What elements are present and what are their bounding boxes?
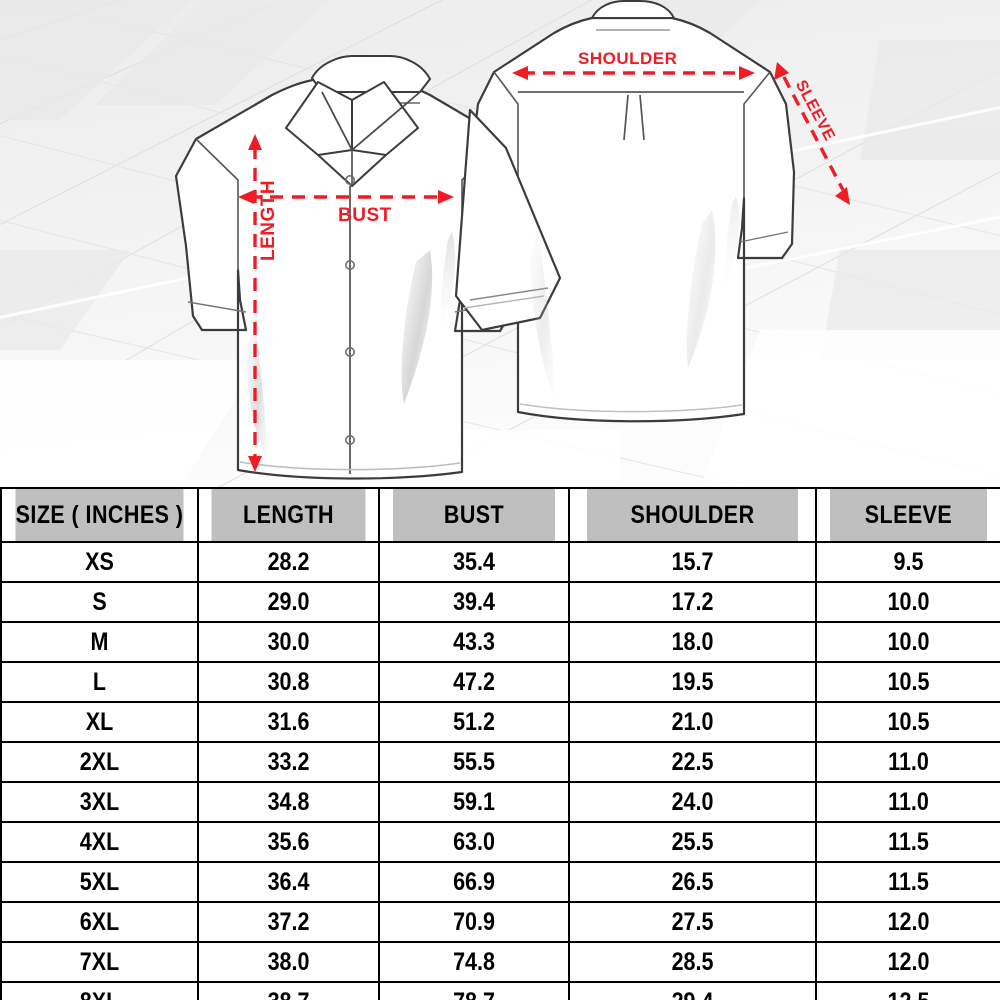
cell-measurement: 63.0 [391, 821, 557, 863]
cell-size: L [13, 661, 186, 703]
cell-measurement: 51.2 [391, 701, 557, 743]
column-header-bust: BUST [391, 487, 557, 543]
shirt-back-outline [454, 0, 796, 423]
cell-measurement: 10.5 [828, 661, 989, 703]
table-row: 4XL 35.6 63.0 25.5 11.5 [1, 821, 1000, 863]
cell-measurement: 25.5 [585, 821, 800, 863]
cell-measurement: 74.8 [391, 941, 557, 983]
column-header-length: LENGTH [209, 487, 368, 543]
sleeve-arrow [774, 62, 850, 205]
cell-measurement: 59.1 [391, 781, 557, 823]
table-row: L 30.8 47.2 19.5 10.5 [1, 661, 1000, 703]
cell-measurement: 24.0 [585, 781, 800, 823]
cell-measurement: 10.0 [828, 581, 989, 623]
cell-size: 4XL [13, 821, 186, 863]
cell-measurement: 38.7 [209, 981, 368, 1000]
cell-measurement: 11.5 [828, 861, 989, 903]
shirt-front-outline [174, 55, 526, 480]
cell-measurement: 9.5 [828, 541, 989, 583]
cell-measurement: 11.0 [828, 741, 989, 783]
cell-measurement: 55.5 [391, 741, 557, 783]
cell-measurement: 21.0 [585, 701, 800, 743]
cell-measurement: 78.7 [391, 981, 557, 1000]
length-label: LENGTH [258, 179, 279, 261]
cell-measurement: 66.9 [391, 861, 557, 903]
table-row: XS 28.2 35.4 15.7 9.5 [1, 541, 1000, 583]
table-row: XL 31.6 51.2 21.0 10.5 [1, 701, 1000, 743]
cell-measurement: 10.5 [828, 701, 989, 743]
cell-measurement: 35.6 [209, 821, 368, 863]
cell-measurement: 36.4 [209, 861, 368, 903]
garment-illustration: BUST LENGTH SHOULDER SLEEVE [0, 0, 1000, 487]
cell-measurement: 17.2 [585, 581, 800, 623]
button [344, 175, 355, 445]
column-header-size: SIZE ( INCHES ) [13, 487, 186, 543]
table-row: 3XL 34.8 59.1 24.0 11.0 [1, 781, 1000, 823]
cell-size: 2XL [13, 741, 186, 783]
table-row: 6XL 37.2 70.9 27.5 12.0 [1, 901, 1000, 943]
cell-measurement: 38.0 [209, 941, 368, 983]
cell-measurement: 35.4 [391, 541, 557, 583]
cell-measurement: 70.9 [391, 901, 557, 943]
cell-measurement: 11.5 [828, 821, 989, 863]
cell-size: 5XL [13, 861, 186, 903]
table-header-row: SIZE ( INCHES ) LENGTH BUST SHOULDER SLE… [1, 487, 1000, 543]
cell-measurement: 47.2 [391, 661, 557, 703]
shoulder-label: SHOULDER [578, 49, 678, 68]
cell-size: 6XL [13, 901, 186, 943]
cell-measurement: 22.5 [585, 741, 800, 783]
cell-measurement: 33.2 [209, 741, 368, 783]
cell-measurement: 30.0 [209, 621, 368, 663]
length-arrow [248, 134, 262, 472]
table-row: 5XL 36.4 66.9 26.5 11.5 [1, 861, 1000, 903]
cell-size: 8XL [13, 981, 186, 1000]
table-header: SIZE ( INCHES ) LENGTH BUST SHOULDER SLE… [1, 487, 1000, 543]
cell-size: S [13, 581, 186, 623]
cell-measurement: 39.4 [391, 581, 557, 623]
cell-measurement: 31.6 [209, 701, 368, 743]
cell-measurement: 15.7 [585, 541, 800, 583]
cell-size: 3XL [13, 781, 186, 823]
shoulder-arrow [512, 66, 755, 80]
cell-size: XS [13, 541, 186, 583]
cell-measurement: 29.0 [209, 581, 368, 623]
column-header-sleeve: SLEEVE [828, 487, 989, 543]
cell-measurement: 43.3 [391, 621, 557, 663]
size-chart-table: SIZE ( INCHES ) LENGTH BUST SHOULDER SLE… [0, 487, 1000, 1000]
cell-size: XL [13, 701, 186, 743]
cell-measurement: 12.0 [828, 941, 989, 983]
shirt-drawings [174, 0, 850, 480]
cell-size: M [13, 621, 186, 663]
bust-arrow [238, 190, 454, 204]
cell-measurement: 19.5 [585, 661, 800, 703]
cell-measurement: 34.8 [209, 781, 368, 823]
cell-measurement: 11.0 [828, 781, 989, 823]
cell-measurement: 18.0 [585, 621, 800, 663]
table-row: S 29.0 39.4 17.2 10.0 [1, 581, 1000, 623]
table-body: XS 28.2 35.4 15.7 9.5 S 29.0 39.4 17.2 10.0 M 30.0 4… [1, 541, 1000, 1000]
cell-size: 7XL [13, 941, 186, 983]
cell-measurement: 28.5 [585, 941, 800, 983]
cell-measurement: 10.0 [828, 621, 989, 663]
cell-measurement: 27.5 [585, 901, 800, 943]
cell-measurement: 12.0 [828, 901, 989, 943]
table-row: 7XL 38.0 74.8 28.5 12.0 [1, 941, 1000, 983]
cell-measurement: 37.2 [209, 901, 368, 943]
column-header-shoulder: SHOULDER [585, 487, 800, 543]
table-row: 8XL 38.7 78.7 29.4 12.5 [1, 981, 1000, 1000]
bust-label: BUST [338, 205, 392, 226]
cell-measurement: 29.4 [585, 981, 800, 1000]
cell-measurement: 12.5 [828, 981, 989, 1000]
cell-measurement: 28.2 [209, 541, 368, 583]
cell-measurement: 26.5 [585, 861, 800, 903]
table-row: 2XL 33.2 55.5 22.5 11.0 [1, 741, 1000, 783]
table-row: M 30.0 43.3 18.0 10.0 [1, 621, 1000, 663]
cell-measurement: 30.8 [209, 661, 368, 703]
